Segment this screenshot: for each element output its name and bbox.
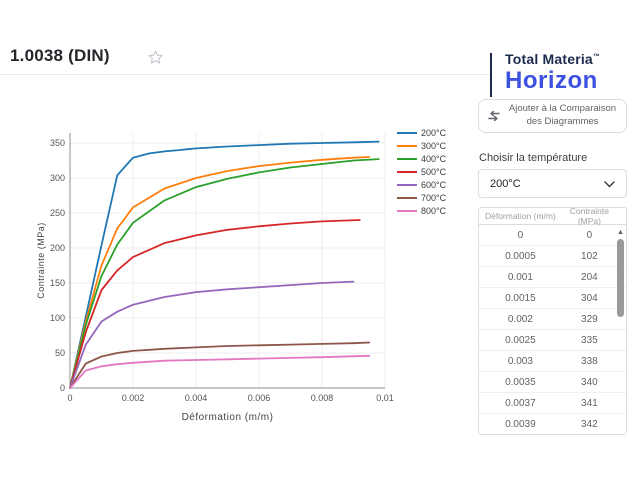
cell-contrainte: 335 (581, 334, 598, 346)
trademark-symbol: ™ (592, 53, 601, 61)
series-line-200°C (69, 140, 380, 389)
cell-contrainte: 338 (581, 355, 598, 367)
compare-button-label: Ajouter à la Comparaison des Diagrammes (508, 103, 617, 127)
cell-deformation: 0.0035 (505, 376, 536, 388)
table-body: 0 0 0.0005 102 0.001 204 0.0015 304 0.002 329 0.00… (479, 225, 626, 434)
total-materia-logo: Total Materia™ Horizon (490, 51, 630, 97)
cell-deformation: 0.0025 (505, 334, 536, 346)
y-tick-label: 350 (50, 138, 65, 148)
series-line-500°C (69, 219, 361, 389)
cell-contrainte: 340 (581, 376, 598, 388)
cell-deformation: 0.0037 (505, 397, 536, 409)
cell-deformation: 0 (517, 229, 524, 241)
series-line-300°C (69, 156, 371, 389)
cell-deformation: 0.001 (507, 271, 533, 283)
series-line-600°C (69, 280, 355, 389)
scrollbar-up-arrow-icon[interactable]: ▲ (617, 229, 624, 236)
y-tick-label: 300 (50, 173, 65, 183)
x-tick-label: 0.004 (185, 393, 208, 403)
cell-contrainte: 204 (581, 271, 598, 283)
legend-label-200°C[interactable]: 200°C (421, 128, 447, 138)
table-row: 0.0035 340 (479, 372, 626, 393)
y-tick-label: 250 (50, 208, 65, 218)
cell-deformation: 0.003 (507, 355, 533, 367)
x-axis-title: Déformation (m/m) (182, 412, 274, 423)
page-title: 1.0038 (DIN) (10, 46, 110, 65)
stress-strain-chart: 0 50 100 150 200 250 300 350 0 0.002 0.004 0.006 0.0… (0, 118, 470, 428)
legend-label-800°C[interactable]: 800°C (421, 206, 447, 216)
y-tick-label: 150 (50, 278, 65, 288)
table-header-row: Déformation (m/m) Contrainte (MPa) (479, 207, 626, 226)
y-axis-title: Contrainte (MPa) (36, 222, 46, 299)
table-row: 0.002 329 (479, 309, 626, 330)
cell-contrainte: 329 (581, 313, 598, 325)
x-tick-label: 0.006 (248, 393, 271, 403)
legend-label-400°C[interactable]: 400°C (421, 154, 447, 164)
table-row: 0.0039 342 (479, 414, 626, 434)
table-row: 0.001 204 (479, 267, 626, 288)
temperature-label: Choisir la température (479, 152, 588, 164)
cell-contrainte: 341 (581, 397, 598, 409)
table-row: 0.0025 335 (479, 330, 626, 351)
cell-deformation: 0.0039 (505, 418, 536, 430)
favorite-star-icon[interactable] (147, 49, 164, 66)
x-tick-label: 0.008 (311, 393, 334, 403)
table-row: 0.0037 341 (479, 393, 626, 414)
series-line-400°C (69, 158, 380, 389)
logo-horizon: Horizon (505, 67, 598, 94)
add-to-diagram-comparison-button[interactable]: Ajouter à la Comparaison des Diagrammes (478, 99, 627, 133)
y-tick-label: 200 (50, 243, 65, 253)
table-row: 0.0005 102 (479, 246, 626, 267)
legend-label-500°C[interactable]: 500°C (421, 167, 447, 177)
legend-label-600°C[interactable]: 600°C (421, 180, 447, 190)
chart-plot-area: 0 50 100 150 200 250 300 350 0 0.002 0.004 0.006 0.0… (36, 128, 447, 423)
x-tick-label: 0.01 (376, 393, 394, 403)
cell-contrainte: 342 (581, 418, 598, 430)
strain-stress-table: Déformation (m/m) Contrainte (MPa) 0 0 0.0… (478, 207, 627, 435)
temperature-select[interactable]: 200°C (478, 169, 627, 198)
y-tick-label: 50 (55, 348, 65, 358)
cell-contrainte: 304 (581, 292, 598, 304)
table-row: 0.003 338 (479, 351, 626, 372)
y-tick-label: 100 (50, 313, 65, 323)
column-header-deformation: Déformation (m/m) (484, 211, 556, 221)
table-scrollbar[interactable]: ▲ (616, 227, 625, 434)
column-header-contrainte: Contrainte (MPa) (569, 207, 609, 226)
logo-total-materia: Total Materia™ (505, 51, 601, 67)
header-divider (0, 74, 490, 75)
logo-vertical-bar (490, 53, 492, 97)
legend-label-300°C[interactable]: 300°C (421, 141, 447, 151)
series-line-700°C (69, 341, 371, 389)
table-row: 0.0015 304 (479, 288, 626, 309)
series-line-800°C (69, 354, 371, 389)
y-tick-label: 0 (60, 383, 65, 393)
cell-contrainte: 102 (581, 250, 598, 262)
x-tick-label: 0.002 (122, 393, 145, 403)
legend-label-700°C[interactable]: 700°C (421, 193, 447, 203)
cell-deformation: 0.002 (507, 313, 533, 325)
compare-arrows-icon (486, 109, 502, 123)
cell-contrainte: 0 (586, 229, 593, 241)
temperature-select-value: 200°C (490, 177, 521, 190)
scrollbar-thumb[interactable] (617, 239, 624, 317)
x-tick-label: 0 (67, 393, 72, 403)
cell-deformation: 0.0015 (505, 292, 536, 304)
chevron-down-icon (604, 175, 615, 193)
cell-deformation: 0.0005 (505, 250, 536, 262)
